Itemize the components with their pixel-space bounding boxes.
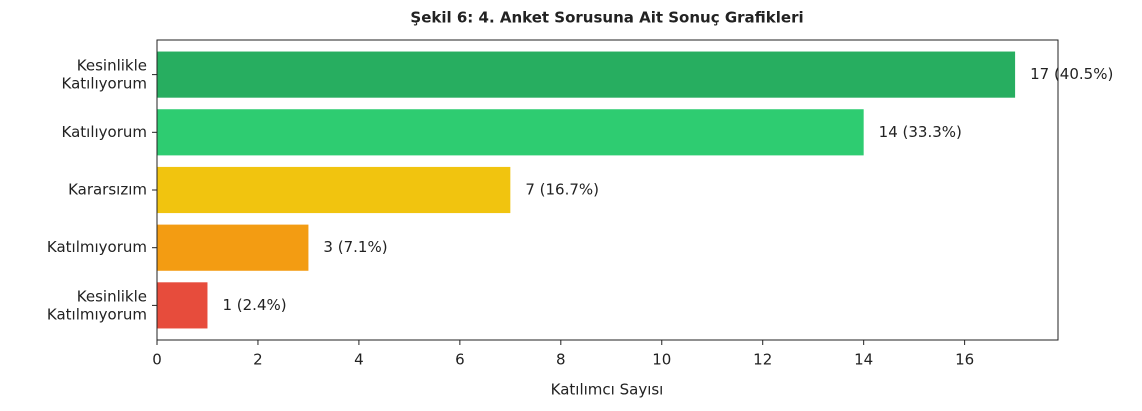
y-tick-label: Katılmıyorum (47, 238, 147, 256)
bar (157, 166, 511, 214)
y-tick-label: Kararsızım (68, 181, 147, 199)
x-tick-label: 8 (556, 351, 566, 369)
x-tick-label: 10 (652, 351, 671, 369)
x-tick-label: 4 (354, 351, 364, 369)
value-label: 14 (33.3%) (879, 123, 962, 141)
plot-frame (156, 39, 1059, 341)
value-label: 1 (2.4%) (222, 296, 286, 314)
x-tick-label: 14 (854, 351, 873, 369)
y-tick-label: Kesinlikle Katılıyorum (62, 56, 148, 92)
x-tick-label: 6 (455, 351, 465, 369)
value-label: 3 (7.1%) (323, 238, 387, 256)
value-label: 17 (40.5%) (1030, 65, 1113, 83)
chart-title: Şekil 6: 4. Anket Sorusuna Ait Sonuç Gra… (410, 9, 803, 27)
x-tick-label: 2 (253, 351, 263, 369)
x-tick-label: 16 (955, 351, 974, 369)
x-axis-label: Katılımcı Sayısı (551, 381, 664, 399)
value-label: 7 (16.7%) (525, 181, 599, 199)
bar (157, 224, 309, 271)
x-tick-label: 12 (753, 351, 772, 369)
bar (157, 51, 1016, 98)
y-tick-label: Kesinlikle Katılmıyorum (47, 287, 147, 323)
bar (157, 282, 208, 329)
x-tick-label: 0 (152, 351, 162, 369)
y-tick-label: Katılıyorum (62, 123, 148, 141)
bar (157, 109, 864, 156)
